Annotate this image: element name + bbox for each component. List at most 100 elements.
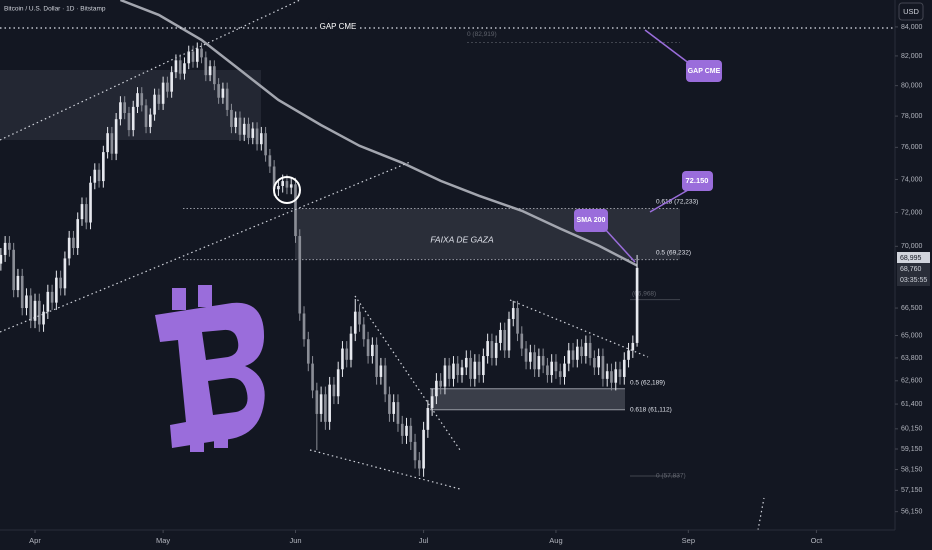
currency-button[interactable] — [898, 2, 924, 21]
candle-body — [353, 311, 357, 334]
logo-bar — [198, 285, 212, 307]
candle-body — [537, 356, 541, 370]
candle-body — [225, 88, 229, 110]
candle-body — [567, 350, 571, 364]
candle-body — [72, 237, 75, 249]
candle-body — [345, 348, 349, 360]
candle-body — [148, 114, 152, 127]
sma-line — [119, 0, 638, 267]
candle-body — [575, 346, 579, 360]
candle-body — [315, 390, 319, 414]
level-label: 0 (57,837) — [656, 473, 686, 480]
candle-body — [358, 311, 361, 325]
candle-body — [67, 237, 71, 259]
plot: 0 (82,919) 0.618 (72,233) 0.5 (69,232) (66,… — [0, 0, 698, 480]
candle-body — [204, 57, 208, 76]
candle-body — [59, 277, 62, 289]
candle-body — [460, 367, 464, 376]
candle-body — [529, 352, 532, 362]
candle-body — [20, 275, 24, 309]
candle-body — [627, 350, 630, 360]
candle-body — [486, 341, 489, 357]
level-label: 0.5 (69,232) — [656, 249, 691, 256]
candle-body — [230, 109, 233, 127]
candle-body — [298, 236, 302, 314]
gap-box — [0, 70, 261, 140]
drawings — [0, 0, 895, 531]
candle-body — [174, 60, 178, 73]
logo-shape — [155, 302, 265, 448]
callout-pointer — [649, 189, 689, 213]
candle-body — [272, 166, 276, 190]
price-tag — [897, 263, 930, 286]
candle-body — [191, 51, 195, 62]
callouts: GAP CME 72.150 SMA 200 — [574, 29, 722, 263]
candle-body — [426, 408, 430, 430]
candle-body — [447, 365, 451, 379]
callout-box — [686, 60, 722, 82]
candle-body — [452, 363, 455, 379]
candle-body — [84, 204, 88, 223]
trendline — [309, 449, 461, 490]
candle-body — [170, 72, 173, 92]
candle-body — [97, 169, 101, 182]
candle-body — [541, 356, 545, 366]
drawings-back — [0, 42, 680, 477]
candle-body — [584, 342, 588, 357]
candle-body — [46, 291, 50, 312]
candle-body — [554, 361, 558, 372]
candle-body — [127, 113, 131, 131]
x-tick-label: May — [156, 536, 170, 545]
candle-body — [507, 318, 511, 351]
candle-body — [200, 48, 203, 58]
zone-box — [430, 388, 625, 410]
candle-body — [383, 365, 387, 395]
candle-body — [430, 396, 434, 409]
callout-text: 72.150 — [686, 176, 709, 185]
level-label: 0.5 (62,189) — [630, 379, 665, 386]
candle-body — [195, 48, 199, 62]
candle-body — [443, 365, 447, 387]
candle-body — [285, 181, 289, 188]
candle-body — [379, 365, 383, 377]
trendline — [757, 497, 765, 531]
candle-body — [349, 333, 353, 360]
price-tag — [897, 252, 930, 263]
level-label: 0.618 (72,233) — [656, 198, 698, 205]
candle-body — [89, 182, 92, 223]
candle-body — [610, 371, 613, 383]
y-tick-label: 58,150 — [901, 466, 923, 473]
y-tick-label: 60,150 — [901, 426, 923, 433]
candle-body — [494, 342, 498, 358]
price-tag-text: 68,995 — [900, 255, 922, 262]
candle-body — [490, 341, 494, 358]
candle-body — [388, 394, 391, 414]
candle-body — [277, 185, 280, 190]
y-tick-label: 65,000 — [901, 332, 923, 339]
logo-bar — [172, 288, 186, 310]
callout-pointer — [603, 227, 636, 263]
x-tick-label: Sep — [682, 536, 695, 545]
candle-body — [281, 181, 285, 186]
candle-body — [183, 63, 186, 74]
candle-body — [371, 344, 374, 357]
level-label: (66,968) — [632, 290, 656, 297]
y-tick-label: 70,000 — [901, 243, 923, 250]
candle-body — [37, 300, 41, 325]
chart-title: Bitcoin / U.S. Dollar · 1D · Bitstamp — [4, 6, 106, 13]
price-tag-text: 68,760 — [900, 266, 922, 273]
candle-body — [80, 204, 84, 220]
currency-label[interactable]: USD — [903, 7, 919, 16]
candle-body — [473, 361, 477, 379]
x-tick-label: Jun — [289, 536, 301, 545]
candle-body — [593, 357, 596, 368]
candle-body — [546, 365, 549, 376]
candle-body — [405, 425, 408, 436]
y-tick-label: 82,000 — [901, 53, 923, 60]
candle-body — [396, 402, 400, 424]
candle-body — [558, 371, 562, 377]
candle-body — [55, 277, 58, 303]
candle-body — [524, 348, 528, 362]
y-tick-label: 56,150 — [901, 508, 923, 515]
candle-body — [520, 333, 524, 349]
